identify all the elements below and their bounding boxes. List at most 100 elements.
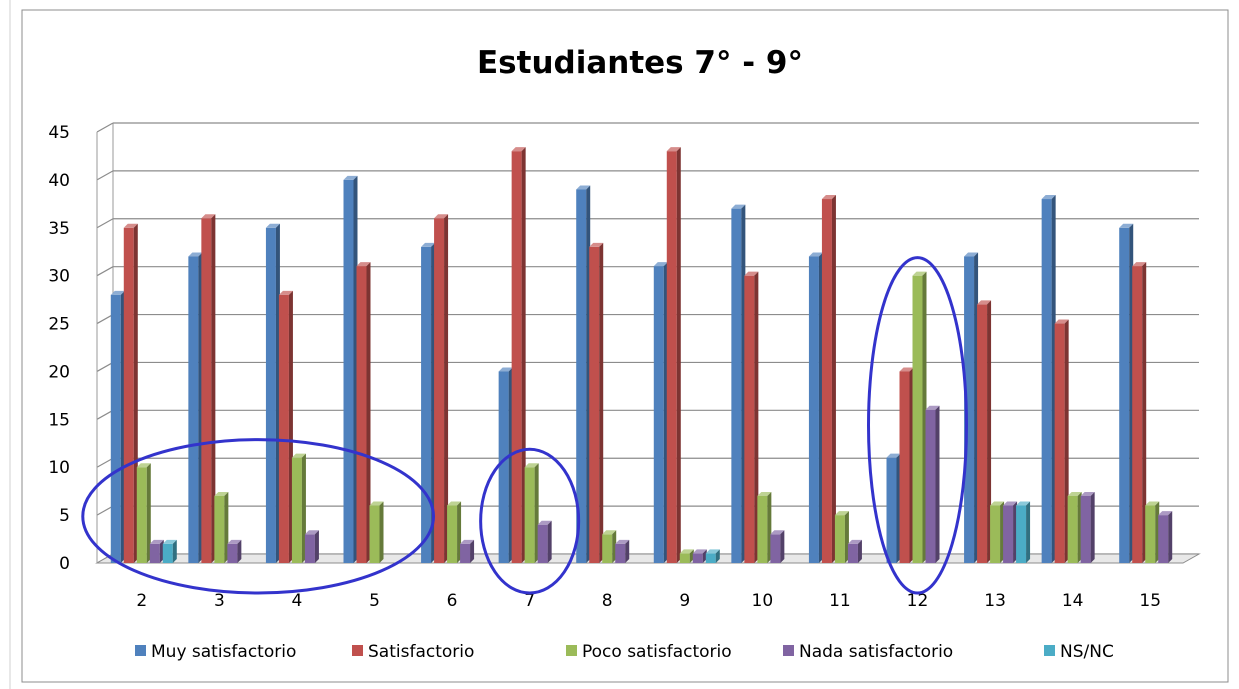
legend: Muy satisfactorio Satisfactorio Poco satis… bbox=[135, 642, 1114, 662]
bar bbox=[343, 175, 358, 563]
annotation-circle bbox=[867, 256, 968, 595]
annotations bbox=[81, 256, 968, 595]
bar-side bbox=[857, 539, 862, 563]
bar-top bbox=[447, 501, 462, 506]
bar-front bbox=[886, 457, 897, 563]
x-tick-label: 14 bbox=[1062, 591, 1084, 611]
gridline-diagonal bbox=[96, 218, 114, 229]
bar-top bbox=[821, 195, 836, 200]
y-tick-label: 25 bbox=[48, 315, 70, 335]
bar-front bbox=[757, 495, 768, 563]
bars bbox=[110, 147, 1173, 564]
x-tick-label: 3 bbox=[214, 591, 225, 611]
bar-side bbox=[521, 147, 526, 563]
bar-front bbox=[1003, 505, 1014, 563]
bar-front bbox=[498, 371, 509, 563]
chart-border bbox=[21, 9, 1229, 683]
bar-front bbox=[511, 151, 522, 563]
bar bbox=[1016, 501, 1031, 563]
bar-top bbox=[925, 405, 940, 410]
gridline-diagonal bbox=[96, 505, 114, 516]
bar-front bbox=[421, 246, 432, 563]
bar bbox=[692, 549, 707, 563]
bar bbox=[977, 300, 992, 563]
bar bbox=[498, 367, 513, 563]
bar bbox=[744, 271, 759, 563]
bar-front bbox=[964, 256, 975, 563]
bar-top bbox=[110, 290, 125, 295]
bar-top bbox=[149, 539, 164, 544]
bar-side bbox=[444, 214, 449, 563]
bar-side bbox=[754, 271, 759, 563]
bar-top bbox=[615, 539, 630, 544]
bar-top bbox=[421, 242, 436, 247]
bar bbox=[615, 539, 630, 563]
bar-top bbox=[770, 530, 785, 535]
gridline-diagonal bbox=[96, 266, 114, 277]
bar-front bbox=[666, 151, 677, 563]
y-tick-label: 15 bbox=[48, 410, 70, 430]
bar-top bbox=[511, 147, 526, 152]
bar-front bbox=[278, 294, 289, 563]
bar bbox=[110, 290, 125, 563]
bar-top bbox=[369, 501, 384, 506]
bar-top bbox=[1132, 262, 1147, 267]
gridline-diagonal bbox=[96, 122, 114, 133]
legend-swatch bbox=[135, 645, 146, 656]
bar bbox=[770, 530, 785, 563]
bar bbox=[369, 501, 384, 563]
bar-front bbox=[602, 534, 613, 563]
bar-top bbox=[964, 252, 979, 257]
bar-side bbox=[715, 549, 720, 563]
bar-front bbox=[770, 534, 781, 563]
bar bbox=[602, 530, 617, 563]
bar-side bbox=[146, 463, 151, 563]
bar-top bbox=[162, 539, 177, 544]
bar-side bbox=[1090, 491, 1095, 563]
bar bbox=[653, 262, 668, 563]
bar-front bbox=[447, 505, 458, 563]
legend-swatch bbox=[352, 645, 363, 656]
bar-front bbox=[524, 467, 535, 563]
bar-front bbox=[343, 179, 354, 563]
bar bbox=[731, 204, 746, 563]
bar-side bbox=[780, 530, 785, 563]
bar bbox=[1041, 195, 1056, 564]
bar-front bbox=[821, 199, 832, 564]
bar-top bbox=[1041, 195, 1056, 200]
bar-front bbox=[1054, 323, 1065, 563]
bar bbox=[162, 539, 177, 563]
bar-front bbox=[977, 304, 988, 563]
legend-label: NS/NC bbox=[1060, 642, 1114, 662]
gridline-diagonal bbox=[96, 314, 114, 325]
bar-side bbox=[172, 539, 177, 563]
bar-front bbox=[369, 505, 380, 563]
bar bbox=[821, 195, 836, 564]
bar-top bbox=[214, 491, 229, 496]
chart-title: Estudiantes 7° - 9° bbox=[477, 45, 803, 81]
bar-front bbox=[990, 505, 1001, 563]
y-tick-label: 20 bbox=[48, 362, 70, 382]
bar bbox=[899, 367, 914, 563]
gridlines bbox=[95, 122, 1201, 564]
bar bbox=[990, 501, 1005, 563]
bar-top bbox=[602, 530, 617, 535]
bar-top bbox=[265, 223, 280, 228]
bar-side bbox=[676, 147, 681, 563]
legend-swatch bbox=[566, 645, 577, 656]
y-tick-label: 30 bbox=[48, 267, 70, 287]
bar-side bbox=[1026, 501, 1031, 563]
bar-front bbox=[679, 553, 690, 563]
bar bbox=[679, 549, 694, 563]
bar-side bbox=[987, 300, 992, 563]
bar-top bbox=[356, 262, 371, 267]
bar-top bbox=[188, 252, 203, 257]
bar-front bbox=[110, 294, 121, 563]
annotation-circle bbox=[81, 438, 435, 595]
bar-top bbox=[343, 175, 358, 180]
bar bbox=[537, 520, 552, 563]
legend-item: Satisfactorio bbox=[352, 642, 474, 662]
bar bbox=[214, 491, 229, 563]
